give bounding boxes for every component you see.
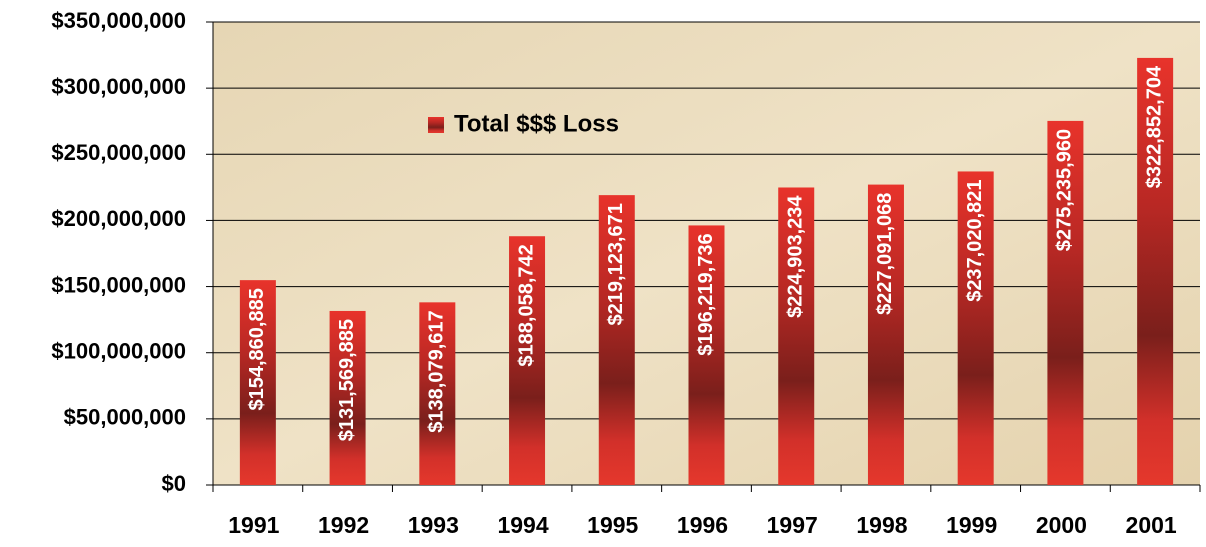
data-label: $322,852,704	[1143, 65, 1165, 188]
x-tick-label: 1993	[408, 512, 459, 538]
bar	[1137, 57, 1174, 486]
y-tick-label: $0	[162, 471, 186, 496]
data-label: $196,219,736	[695, 233, 717, 355]
bar	[957, 171, 994, 485]
bar	[867, 184, 904, 486]
y-tick-label: $150,000,000	[51, 272, 186, 297]
x-tick-label: 1996	[677, 512, 728, 538]
data-label: $131,569,885	[336, 319, 358, 441]
bar	[329, 310, 366, 485]
bar	[778, 187, 815, 485]
x-tick-label: 1997	[767, 512, 818, 538]
data-label: $138,079,617	[426, 310, 448, 432]
y-tick-label: $350,000,000	[51, 8, 186, 33]
data-label: $224,903,234	[785, 195, 807, 318]
x-tick-label: 2001	[1126, 512, 1177, 538]
data-label: $237,020,821	[964, 179, 986, 301]
data-label: $219,123,671	[605, 203, 627, 325]
x-tick-label: 1995	[587, 512, 638, 538]
bar	[598, 195, 635, 486]
y-tick-label: $200,000,000	[51, 206, 186, 231]
y-tick-label: $100,000,000	[51, 339, 186, 364]
x-tick-label: 1991	[228, 512, 279, 538]
data-label: $188,058,742	[515, 244, 537, 366]
x-tick-label: 1994	[497, 512, 548, 538]
bar	[239, 280, 276, 485]
x-tick-label: 2000	[1036, 512, 1087, 538]
legend-marker	[428, 117, 444, 133]
legend-label: Total $$$ Loss	[454, 110, 619, 137]
data-label: $227,091,068	[874, 193, 896, 315]
data-label: $275,235,960	[1054, 129, 1076, 251]
y-tick-label: $300,000,000	[51, 74, 186, 99]
bar	[509, 236, 546, 485]
bar	[688, 225, 725, 485]
y-tick-label: $250,000,000	[51, 140, 186, 165]
x-tick-label: 1999	[946, 512, 997, 538]
bar	[419, 302, 456, 485]
y-tick-label: $50,000,000	[64, 405, 186, 430]
bar	[1047, 120, 1084, 485]
x-tick-label: 1998	[856, 512, 907, 538]
x-tick-label: 1992	[318, 512, 369, 538]
data-label: $154,860,885	[246, 288, 268, 410]
